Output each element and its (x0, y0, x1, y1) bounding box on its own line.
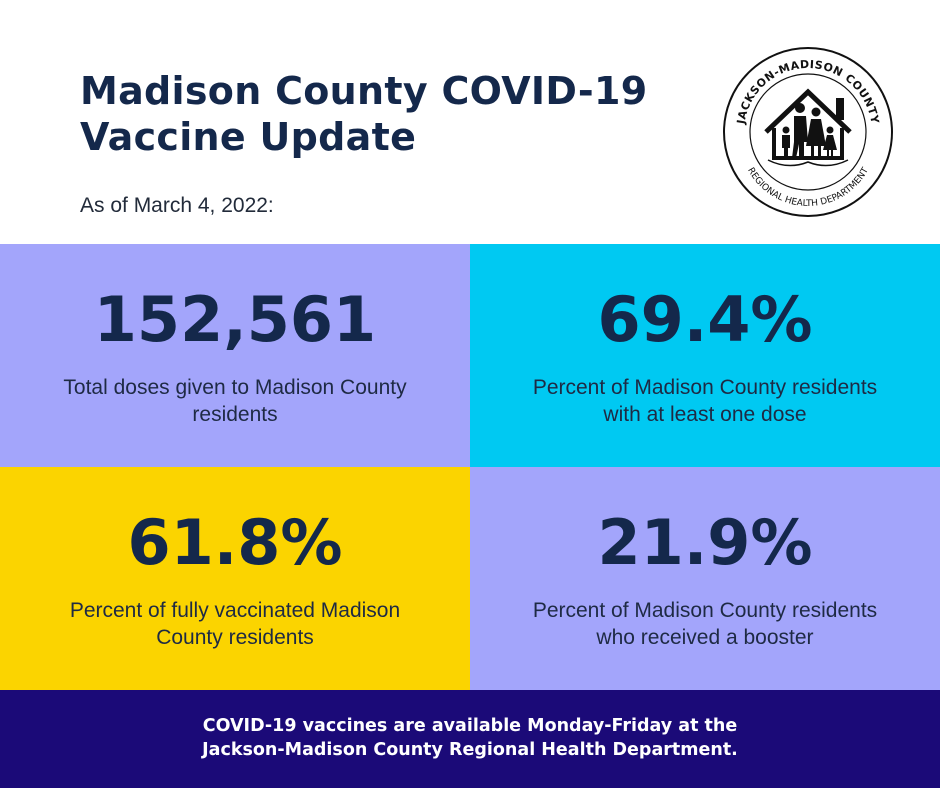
stat-label: Percent of Madison County residents with… (532, 376, 878, 426)
stat-value: 69.4% (597, 283, 813, 356)
footer-line-2: Jackson-Madison County Regional Health D… (202, 740, 738, 760)
stats-grid: 152,561 Total doses given to Madison Cou… (0, 244, 940, 690)
stat-one-dose: 69.4% Percent of Madison County resident… (470, 244, 940, 467)
title-line-2: Vaccine Update (80, 115, 417, 159)
stat-label: Total doses given to Madison County resi… (63, 376, 407, 426)
stat-total-doses: 152,561 Total doses given to Madison Cou… (0, 244, 470, 467)
stat-value: 152,561 (93, 283, 377, 356)
stat-booster: 21.9% Percent of Madison County resident… (470, 467, 940, 690)
stat-fully-vaccinated: 61.8% Percent of fully vaccinated Madiso… (0, 467, 470, 690)
health-department-logo: JACKSON-MADISON COUNTY REGIONAL HEALTH D… (723, 47, 893, 217)
title-line-1: Madison County COVID-19 (80, 69, 648, 113)
stat-value: 21.9% (597, 506, 813, 579)
as-of-date: As of March 4, 2022: (80, 194, 274, 217)
stat-value: 61.8% (127, 506, 343, 579)
stat-label: Percent of Madison County residents who … (532, 599, 878, 649)
header: Madison County COVID-19 Vaccine Update A… (0, 0, 940, 244)
stat-label: Percent of fully vaccinated Madison Coun… (69, 599, 401, 649)
footer-line-1: COVID-19 vaccines are available Monday-F… (202, 716, 738, 736)
family-house-icon (764, 88, 852, 167)
footer-banner: COVID-19 vaccines are available Monday-F… (0, 690, 940, 788)
page-title: Madison County COVID-19 Vaccine Update (80, 68, 700, 160)
